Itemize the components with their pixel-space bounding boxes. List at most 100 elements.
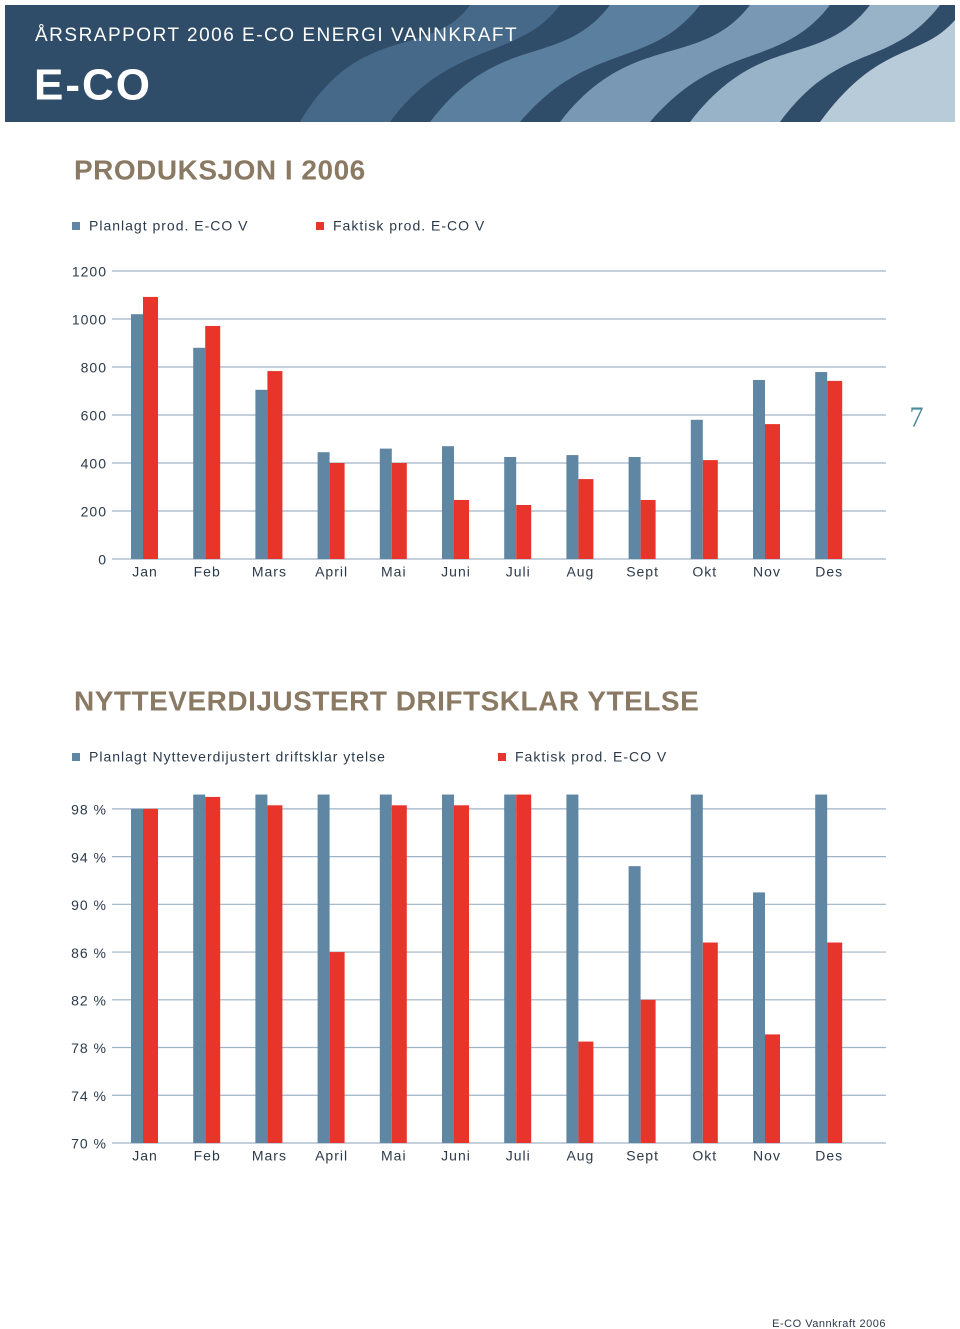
bar xyxy=(131,808,143,1143)
legend-label: Planlagt prod. E-CO V xyxy=(89,218,249,234)
bar xyxy=(566,794,579,1143)
legend-label: Faktisk prod. E-CO V xyxy=(333,218,485,234)
x-tick-label: Nov xyxy=(753,1148,781,1164)
x-tick-label: Mars xyxy=(252,564,287,580)
x-tick-label: Okt xyxy=(692,564,717,580)
bar xyxy=(379,448,392,559)
bar xyxy=(640,499,656,559)
x-tick-label: April xyxy=(315,1148,348,1164)
bar xyxy=(628,457,641,559)
x-tick-label: Mai xyxy=(381,1148,407,1164)
bar xyxy=(131,314,143,559)
bar xyxy=(205,325,221,559)
bar xyxy=(628,866,641,1143)
x-tick-label: Juli xyxy=(506,564,531,580)
y-tick-label: 400 xyxy=(81,456,107,472)
x-tick-label: Des xyxy=(815,564,843,580)
bar xyxy=(516,794,532,1143)
bar xyxy=(193,347,206,559)
bar xyxy=(379,794,392,1143)
footer: E-CO Vannkraft 2006 xyxy=(772,1318,886,1329)
bar xyxy=(815,372,828,559)
bar xyxy=(765,1034,780,1143)
bar xyxy=(317,452,330,559)
bar xyxy=(753,379,765,559)
bar xyxy=(205,796,221,1143)
logo: E-CO xyxy=(34,61,152,110)
legend-label: Planlagt Nytteverdijustert driftsklar yt… xyxy=(89,749,386,765)
x-tick-label: Mai xyxy=(381,564,407,580)
bar xyxy=(267,371,283,559)
bar xyxy=(640,999,656,1143)
y-tick-label: 1000 xyxy=(72,312,107,328)
y-tick-label: 600 xyxy=(81,408,107,424)
x-tick-label: Juni xyxy=(441,564,471,580)
page-number: 7 xyxy=(910,402,925,433)
y-tick-label: 90 % xyxy=(71,897,107,913)
bar xyxy=(702,460,718,559)
legend-marker xyxy=(498,753,506,761)
bar xyxy=(827,380,843,559)
bar xyxy=(504,794,517,1143)
x-tick-label: Aug xyxy=(566,1148,594,1164)
legend-marker xyxy=(72,222,80,230)
x-tick-label: Jan xyxy=(132,1148,158,1164)
y-tick-label: 86 % xyxy=(71,945,107,961)
bar xyxy=(329,952,345,1143)
x-tick-label: Sept xyxy=(626,564,659,580)
x-tick-label: Sept xyxy=(626,1148,659,1164)
x-tick-label: Juni xyxy=(441,1148,471,1164)
section-title: PRODUKSJON I 2006 xyxy=(74,154,366,185)
bar xyxy=(815,794,828,1143)
x-tick-label: Feb xyxy=(194,1148,221,1164)
y-tick-label: 94 % xyxy=(71,849,107,865)
bar xyxy=(442,794,454,1143)
y-tick-label: 0 xyxy=(98,552,107,568)
banner: ÅRSRAPPORT 2006 E-CO ENERGI VANNKRAFT E-… xyxy=(5,5,955,122)
legend-label: Faktisk prod. E-CO V xyxy=(515,749,667,765)
bar xyxy=(391,463,407,559)
y-tick-label: 70 % xyxy=(71,1136,107,1152)
bar xyxy=(690,794,703,1143)
y-tick-label: 74 % xyxy=(71,1088,107,1104)
bar xyxy=(765,424,780,559)
y-tick-label: 200 xyxy=(81,504,107,520)
bar xyxy=(193,794,206,1143)
bar xyxy=(578,479,594,559)
x-tick-label: Okt xyxy=(692,1148,717,1164)
y-tick-label: 1200 xyxy=(72,264,107,280)
bar xyxy=(454,499,469,559)
bar xyxy=(255,389,268,559)
x-tick-label: Feb xyxy=(194,564,221,580)
bar xyxy=(317,794,330,1143)
bar xyxy=(827,942,843,1143)
y-tick-label: 98 % xyxy=(71,802,107,818)
bar xyxy=(143,296,158,559)
x-tick-label: Nov xyxy=(753,564,781,580)
y-tick-label: 82 % xyxy=(71,993,107,1009)
y-tick-label: 78 % xyxy=(71,1040,107,1056)
bar xyxy=(753,892,765,1143)
bar xyxy=(690,419,703,559)
bar xyxy=(267,805,283,1143)
bar xyxy=(255,794,268,1143)
banner-title: ÅRSRAPPORT 2006 E-CO ENERGI VANNKRAFT xyxy=(35,25,518,46)
bar xyxy=(442,446,454,559)
bar xyxy=(504,457,517,559)
legend-marker xyxy=(316,222,324,230)
legend-marker xyxy=(72,753,80,761)
bar xyxy=(143,808,158,1143)
bar xyxy=(516,505,532,559)
bar xyxy=(454,805,469,1143)
bar xyxy=(566,455,579,559)
x-tick-label: Des xyxy=(815,1148,843,1164)
x-tick-label: Juli xyxy=(506,1148,531,1164)
bar xyxy=(702,942,718,1143)
bar xyxy=(329,463,345,559)
bar xyxy=(578,1041,594,1143)
x-tick-label: Jan xyxy=(132,564,158,580)
y-tick-label: 800 xyxy=(81,360,107,376)
x-tick-label: April xyxy=(315,564,348,580)
bar xyxy=(391,805,407,1143)
